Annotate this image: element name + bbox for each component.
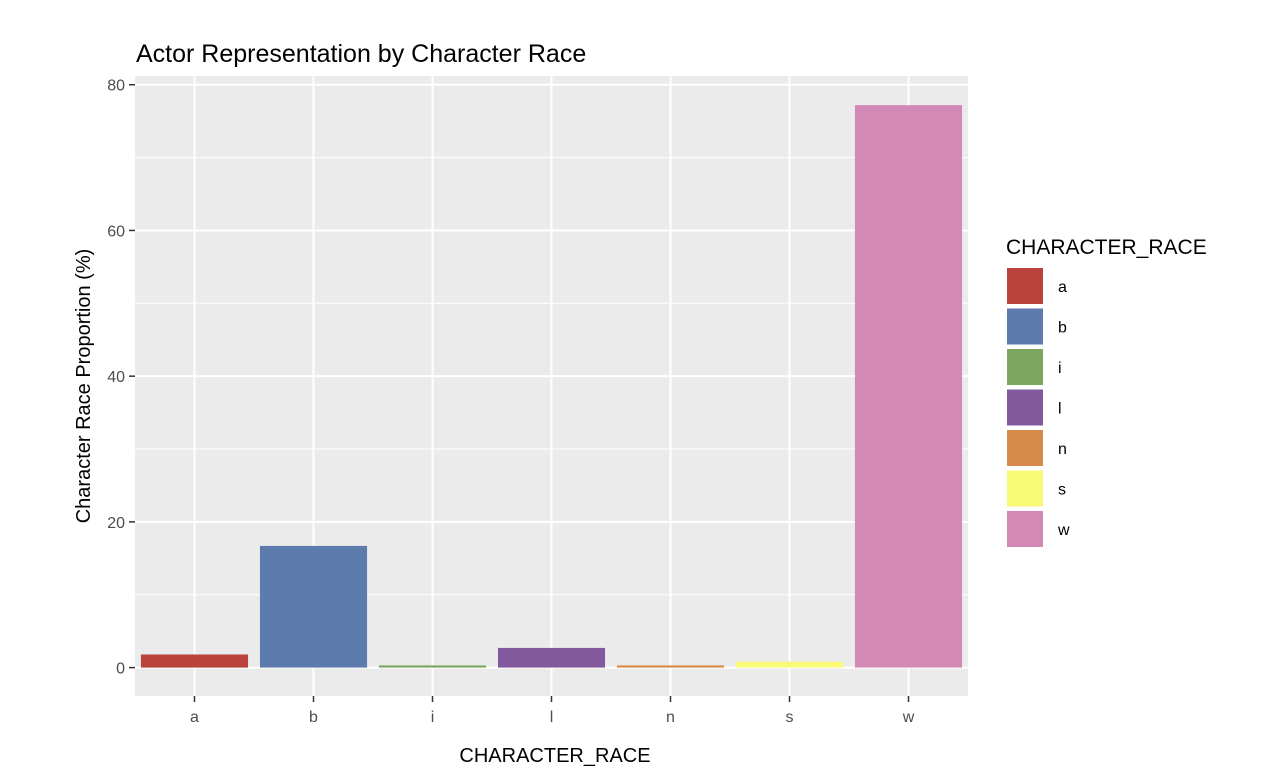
legend-label-s: s xyxy=(1058,482,1066,499)
bar-b xyxy=(259,545,368,668)
y-axis-title: Character Race Proportion (%) xyxy=(73,249,95,524)
legend-label-b: b xyxy=(1058,320,1067,337)
y-tick-label: 60 xyxy=(107,223,125,240)
legend-swatch-a xyxy=(1007,268,1043,304)
x-tick-label: n xyxy=(666,709,675,726)
legend: CHARACTER_RACE a b i l n s w xyxy=(1006,236,1207,547)
bar-n xyxy=(616,665,725,668)
bar-s xyxy=(735,661,844,668)
legend-swatch-i xyxy=(1007,349,1043,385)
x-tick-label: l xyxy=(550,709,554,726)
legend-swatch-s xyxy=(1007,470,1043,507)
x-tick-label: a xyxy=(190,709,199,726)
y-tick-label: 20 xyxy=(107,515,125,532)
y-tick-label: 80 xyxy=(107,78,125,95)
x-tick-label: s xyxy=(786,709,794,726)
legend-swatch-w xyxy=(1007,511,1043,547)
legend-swatch-l xyxy=(1007,389,1043,426)
legend-swatch-b xyxy=(1007,308,1043,345)
bar-w xyxy=(854,105,963,668)
chart-title: Actor Representation by Character Race xyxy=(136,40,586,68)
legend-swatch-n xyxy=(1007,430,1043,466)
x-tick-label: i xyxy=(431,709,435,726)
bar-i xyxy=(378,665,487,668)
y-axis-ticks: 0 20 40 60 80 xyxy=(107,78,135,678)
legend-label-a: a xyxy=(1058,279,1067,296)
legend-items: a b i l n s w xyxy=(1007,268,1070,547)
x-tick-label: b xyxy=(309,709,318,726)
bar-l xyxy=(497,647,606,668)
legend-label-n: n xyxy=(1058,441,1067,458)
legend-label-w: w xyxy=(1057,522,1070,539)
legend-label-l: l xyxy=(1058,401,1062,418)
bars xyxy=(140,105,963,668)
x-tick-label: w xyxy=(902,709,915,726)
bar-a xyxy=(140,654,249,668)
legend-title: CHARACTER_RACE xyxy=(1006,236,1207,259)
y-tick-label: 0 xyxy=(116,661,125,678)
legend-label-i: i xyxy=(1058,360,1062,377)
x-axis-title: CHARACTER_RACE xyxy=(459,745,650,767)
y-tick-label: 40 xyxy=(107,369,125,386)
